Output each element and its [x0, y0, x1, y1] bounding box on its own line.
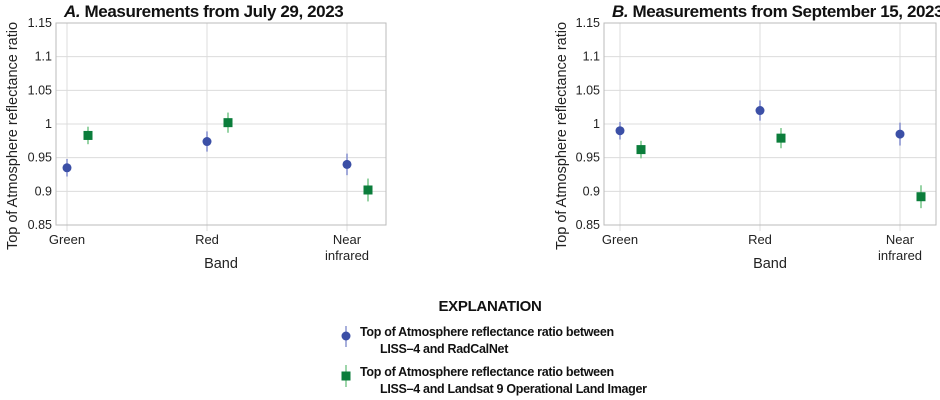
x-tick-label: Red — [748, 232, 772, 247]
x-tick-label: Green — [602, 232, 638, 247]
y-axis-label: Top of Atmosphere reflectance ratio — [5, 22, 21, 250]
x-tick-label: infrared — [878, 248, 922, 263]
legend-square-icon — [341, 371, 351, 381]
y-tick-label: 1.15 — [28, 16, 52, 30]
y-axis-label: Top of Atmosphere reflectance ratio — [554, 22, 570, 250]
data-point-landsat — [83, 130, 93, 140]
legend-item-landsat: Top of Atmosphere reflectance ratio betw… — [360, 364, 647, 397]
legend-title: EXPLANATION — [438, 298, 542, 315]
x-tick-label: Red — [195, 232, 219, 247]
x-tick-label: Near — [886, 232, 915, 247]
x-axis-label: Band — [753, 256, 787, 272]
chart-title: B. Measurements from September 15, 2023 — [612, 2, 940, 21]
y-tick-label: 1 — [593, 117, 600, 131]
y-tick-label: 1.1 — [35, 50, 52, 64]
data-point-landsat — [916, 192, 926, 202]
data-point-radcalnet — [342, 159, 352, 169]
data-point-radcalnet — [202, 137, 212, 147]
legend-label-line1: Top of Atmosphere reflectance ratio betw… — [360, 325, 614, 339]
y-tick-label: 1.15 — [576, 16, 600, 30]
x-tick-label: infrared — [325, 248, 369, 263]
y-tick-label: 0.85 — [28, 218, 52, 232]
legend-label-line2: LISS–4 and RadCalNet — [380, 341, 509, 356]
data-point-radcalnet — [755, 106, 765, 116]
data-point-landsat — [223, 118, 233, 128]
y-tick-label: 0.85 — [576, 218, 600, 232]
y-tick-label: 0.9 — [35, 184, 52, 198]
data-point-landsat — [636, 145, 646, 155]
y-tick-label: 0.95 — [576, 151, 600, 165]
legend-circle-icon — [341, 331, 351, 341]
chart-title: A. Measurements from July 29, 2023 — [63, 2, 343, 21]
y-tick-label: 1.05 — [576, 83, 600, 97]
plot-frame — [603, 22, 937, 226]
y-tick-label: 1 — [45, 117, 52, 131]
y-tick-label: 0.9 — [583, 184, 600, 198]
legend-label-line2: LISS–4 and Landsat 9 Operational Land Im… — [380, 381, 647, 396]
y-tick-label: 0.95 — [28, 151, 52, 165]
data-point-radcalnet — [615, 126, 625, 136]
data-point-landsat — [776, 133, 786, 143]
y-tick-label: 1.05 — [28, 83, 52, 97]
x-axis-label: Band — [204, 256, 238, 272]
plot-frame — [55, 22, 387, 226]
x-tick-label: Near — [333, 232, 362, 247]
data-point-radcalnet — [62, 163, 72, 173]
y-tick-label: 1.1 — [583, 50, 600, 64]
legend-label-line1: Top of Atmosphere reflectance ratio betw… — [360, 365, 614, 379]
legend-item-radcalnet: Top of Atmosphere reflectance ratio betw… — [360, 324, 614, 357]
x-tick-label: Green — [49, 232, 85, 247]
data-point-radcalnet — [895, 129, 905, 139]
data-point-landsat — [363, 185, 373, 195]
